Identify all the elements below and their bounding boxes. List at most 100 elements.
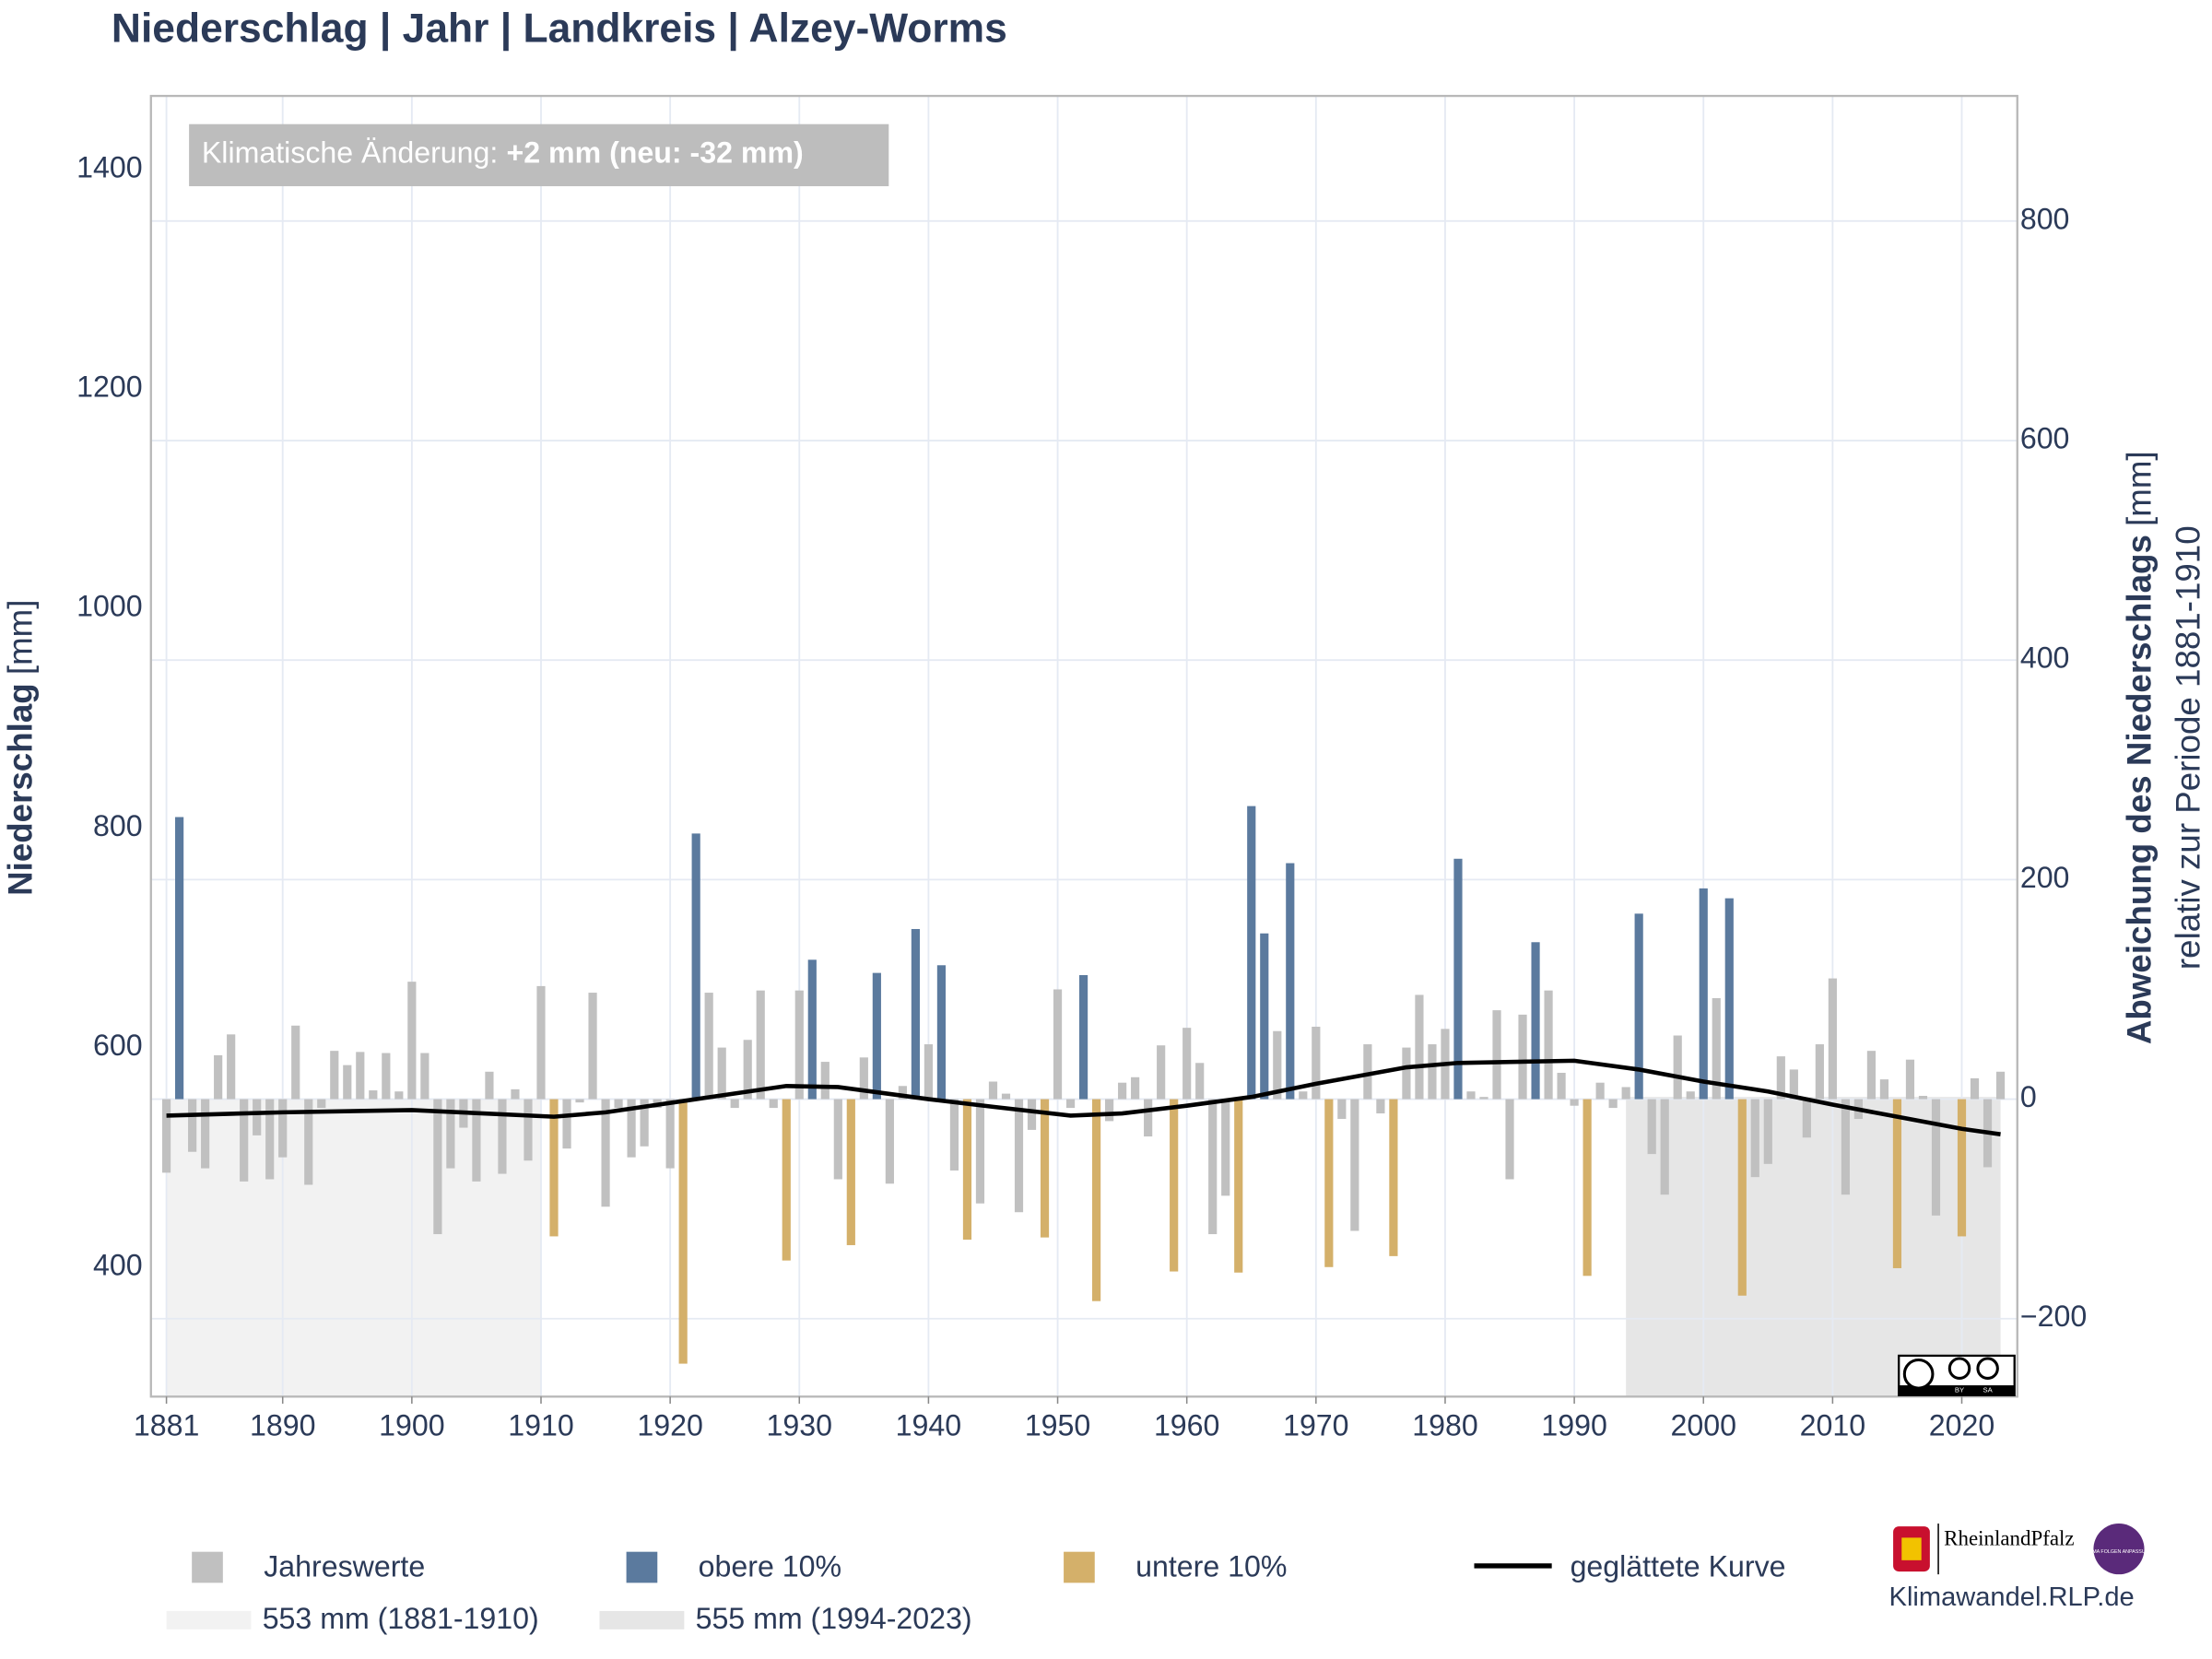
bar bbox=[291, 1025, 300, 1100]
legend-label: 555 mm (1994-2023) bbox=[696, 1602, 972, 1635]
bar bbox=[1091, 1099, 1101, 1301]
bar bbox=[1453, 858, 1463, 1100]
bar bbox=[807, 959, 817, 1100]
y-axis-label: Niederschlag [mm] bbox=[1, 600, 39, 896]
bar bbox=[278, 1099, 288, 1158]
bar bbox=[1312, 1026, 1321, 1100]
bar bbox=[536, 985, 546, 1100]
annotation: Klimatische Änderung: +2 mm (neu: -32 mm) bbox=[202, 136, 804, 170]
bar bbox=[1118, 1082, 1127, 1100]
bar bbox=[1763, 1099, 1772, 1164]
by-icon bbox=[1947, 1357, 1971, 1380]
bar bbox=[1389, 1099, 1398, 1256]
bar bbox=[1557, 1072, 1566, 1100]
bar bbox=[407, 982, 417, 1100]
x-tick-label: 1950 bbox=[1025, 1408, 1090, 1441]
bar bbox=[1918, 1095, 1928, 1100]
bar bbox=[1157, 1045, 1166, 1100]
bar bbox=[833, 1099, 842, 1180]
bar bbox=[472, 1099, 481, 1182]
bar bbox=[1014, 1099, 1024, 1213]
bar bbox=[343, 1065, 352, 1100]
x-tick-label: 1940 bbox=[896, 1408, 961, 1441]
logo-badge bbox=[2093, 1524, 2145, 1575]
y-tick-label: 400 bbox=[93, 1248, 143, 1281]
bar bbox=[1699, 888, 1708, 1100]
bar bbox=[730, 1099, 739, 1109]
bar bbox=[1647, 1099, 1656, 1155]
x-tick-label: 1990 bbox=[1541, 1408, 1606, 1441]
bar bbox=[988, 1081, 998, 1100]
cc-badge-text: BY bbox=[1955, 1385, 1964, 1394]
y2-axis-label-unit: [mm] bbox=[2120, 451, 2158, 526]
bar bbox=[627, 1099, 636, 1158]
bar bbox=[1337, 1099, 1347, 1120]
bar bbox=[524, 1099, 533, 1161]
legend-label: 553 mm (1881-1910) bbox=[263, 1602, 539, 1635]
logo-crest-inner bbox=[1901, 1537, 1922, 1560]
x-tick-label: 2010 bbox=[1800, 1408, 1865, 1441]
bar bbox=[1221, 1099, 1230, 1196]
bar bbox=[1712, 998, 1721, 1100]
bar bbox=[356, 1052, 365, 1100]
x-tick-label: 1960 bbox=[1154, 1408, 1219, 1441]
smoothed-line bbox=[166, 1058, 2001, 1136]
bar bbox=[1182, 1028, 1192, 1100]
bar bbox=[1544, 990, 1553, 1100]
bar bbox=[1750, 1099, 1759, 1178]
y-tick-label: 800 bbox=[93, 809, 143, 842]
bar bbox=[1892, 1099, 1902, 1268]
cc-icon bbox=[1902, 1358, 1935, 1390]
x-tick-label: 1980 bbox=[1412, 1408, 1477, 1441]
bar bbox=[1905, 1059, 1915, 1100]
bar bbox=[1634, 913, 1643, 1100]
bar bbox=[601, 1099, 610, 1207]
bar bbox=[1376, 1099, 1385, 1114]
y-tick-label: 1200 bbox=[76, 371, 142, 404]
bar bbox=[1415, 994, 1424, 1100]
bar bbox=[562, 1099, 571, 1149]
reference-period bbox=[166, 1099, 541, 1397]
bar bbox=[1027, 1099, 1037, 1130]
bar bbox=[1065, 1099, 1076, 1109]
bar bbox=[1144, 1099, 1153, 1137]
bar bbox=[885, 1099, 894, 1184]
bar bbox=[588, 993, 597, 1100]
bar bbox=[1776, 1056, 1785, 1100]
bar bbox=[975, 1099, 985, 1204]
legend-swatch bbox=[599, 1610, 685, 1630]
bar bbox=[382, 1053, 391, 1100]
bar bbox=[1531, 942, 1540, 1100]
bar bbox=[330, 1051, 339, 1100]
bar bbox=[1040, 1099, 1050, 1238]
bar bbox=[265, 1099, 275, 1180]
bar bbox=[304, 1099, 313, 1185]
legend-swatch bbox=[1064, 1551, 1095, 1583]
bar bbox=[1260, 933, 1269, 1100]
bar bbox=[201, 1099, 210, 1169]
bar bbox=[1105, 1099, 1114, 1122]
cc-badge-text: SA bbox=[1983, 1385, 1994, 1394]
bar bbox=[1078, 974, 1088, 1100]
chart-title: Niederschlag | Jahr | Landkreis | Alzey-… bbox=[112, 6, 1007, 52]
bar bbox=[924, 1044, 934, 1100]
bar bbox=[1815, 1044, 1824, 1100]
plot-frame bbox=[149, 94, 2018, 1398]
x-tick-label: 1930 bbox=[767, 1408, 832, 1441]
legend-label: Jahreswerte bbox=[264, 1550, 425, 1583]
bar bbox=[678, 1099, 688, 1364]
x-tick-label: 2000 bbox=[1671, 1408, 1736, 1441]
bar bbox=[1737, 1099, 1747, 1296]
annotation-label: Klimatische Änderung: bbox=[202, 136, 498, 170]
y2-axis-subtitle: relativ zur Periode 1881-1910 bbox=[2170, 525, 2207, 970]
reference-period bbox=[1626, 1097, 2001, 1397]
bar bbox=[549, 1099, 559, 1237]
legend-swatch bbox=[166, 1610, 252, 1630]
bar bbox=[1957, 1099, 1967, 1237]
x-tick-label: 1970 bbox=[1283, 1408, 1348, 1441]
x-tick-label: 1910 bbox=[508, 1408, 573, 1441]
annotation-value: +2 mm (neu: -32 mm) bbox=[506, 136, 803, 170]
x-tick-label: 2020 bbox=[1929, 1408, 1994, 1441]
bar bbox=[1505, 1099, 1514, 1180]
